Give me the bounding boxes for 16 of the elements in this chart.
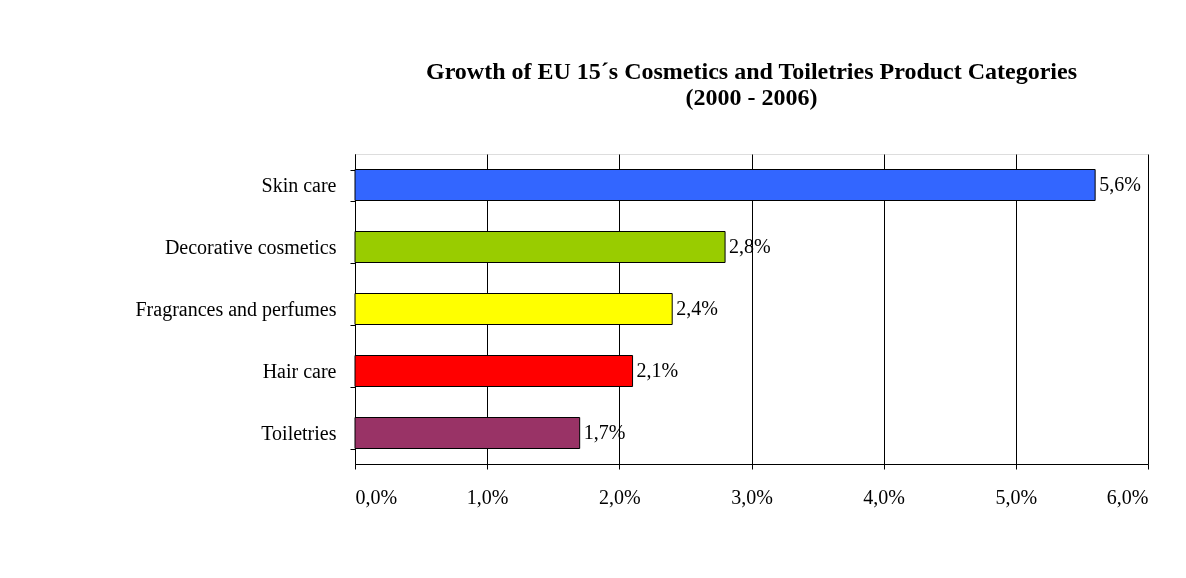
x-tick-label: 2,0%	[599, 485, 641, 508]
y-tick-label: Hair care	[262, 359, 337, 382]
y-tick-label: Fragrances and perfumes	[135, 297, 337, 321]
x-tick-label: 6,0%	[1106, 485, 1149, 508]
y-tick-label: Skin care	[261, 173, 337, 196]
data-label: 2,1%	[636, 359, 679, 381]
data-label: 2,4%	[676, 297, 718, 319]
chart-title: Growth of EU 15´s Cosmetics and Toiletries Product Categories (2000 - 2006)	[425, 58, 1078, 110]
y-tick-label: Toiletries	[261, 421, 337, 444]
x-tick-label: 4,0%	[863, 485, 905, 508]
x-tick-label: 0,0%	[355, 485, 398, 508]
x-tick-label: 1,0%	[466, 485, 509, 508]
y-tick-label: Decorative cosmetics	[164, 235, 337, 258]
data-label: 5,6%	[1099, 173, 1141, 195]
x-tick-label: 5,0%	[995, 485, 1038, 508]
x-tick-label: 3,0%	[731, 485, 773, 508]
